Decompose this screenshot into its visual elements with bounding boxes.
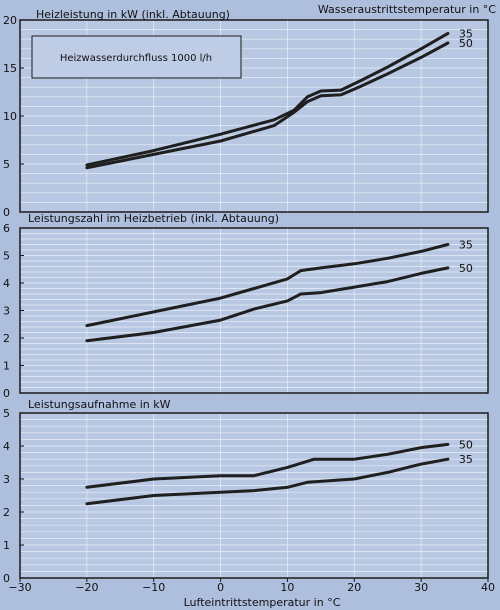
series-line-35 [85, 457, 450, 506]
series-line-35 [85, 31, 450, 167]
y-tick-label: 20 [3, 14, 17, 27]
chart-title-power-input: Leistungsaufnahme in kW [28, 398, 171, 411]
y-tick-label: 1 [3, 360, 10, 373]
y-tick-label: 3 [3, 305, 10, 318]
panel-power-input: 0 1 2 3 4 5 −30 −20 −10 0 10 20 30 40 50 35 [3, 407, 495, 594]
y-tick-label: 5 [3, 158, 10, 171]
panel-cop: 0 1 2 3 4 5 6 35 50 [3, 222, 489, 400]
series-label-50: 50 [459, 262, 473, 275]
plot-area-power-input [20, 413, 488, 578]
x-tick-label: 40 [481, 581, 495, 594]
flow-rate-note: Heizwasserdurchfluss 1000 l/h [60, 53, 212, 64]
y-tick-label: 10 [3, 110, 17, 123]
y-tick-label: 0 [3, 572, 10, 585]
y-tick-label: 6 [3, 222, 10, 235]
y-tick-label: 5 [3, 250, 10, 263]
series-label-50: 50 [459, 438, 473, 451]
legend-title: Wasseraustrittstemperatur in °C [318, 3, 496, 16]
series-label-35: 35 [459, 453, 473, 466]
x-tick-label: −30 [8, 581, 31, 594]
y-tick-label: 0 [3, 206, 10, 219]
x-tick-label: −10 [142, 581, 165, 594]
y-tick-label: 2 [3, 506, 10, 519]
x-tick-label: 30 [414, 581, 428, 594]
plot-frame [19, 412, 489, 579]
x-tick-label: −20 [75, 581, 98, 594]
x-tick-label: 0 [217, 581, 224, 594]
y-tick-label: 1 [3, 539, 10, 552]
x-tick-label: 10 [280, 581, 294, 594]
chart-title-heating-output: Heizleistung in kW (inkl. Abtauung) [36, 8, 230, 21]
y-tick-label: 0 [3, 387, 10, 400]
y-tick-label: 4 [3, 277, 10, 290]
series-label-35: 35 [459, 27, 473, 40]
note-box [31, 35, 242, 79]
series-line-50 [85, 266, 450, 343]
series-line-50 [85, 41, 450, 170]
series-label-50: 50 [459, 37, 473, 50]
y-tick-label: 5 [3, 407, 10, 420]
x-axis-label: Lufteintrittstemperatur in °C [184, 596, 341, 609]
y-tick-label: 3 [3, 473, 10, 486]
y-tick-label: 2 [3, 332, 10, 345]
y-tick-label: 15 [3, 62, 17, 75]
series-label-35: 35 [459, 239, 473, 252]
series-line-50 [85, 442, 450, 489]
chart-title-cop: Leistungszahl im Heizbetrieb (inkl. Abta… [28, 212, 279, 225]
x-tick-label: 20 [347, 581, 361, 594]
series-line-35 [85, 243, 450, 328]
y-tick-label: 4 [3, 440, 10, 453]
